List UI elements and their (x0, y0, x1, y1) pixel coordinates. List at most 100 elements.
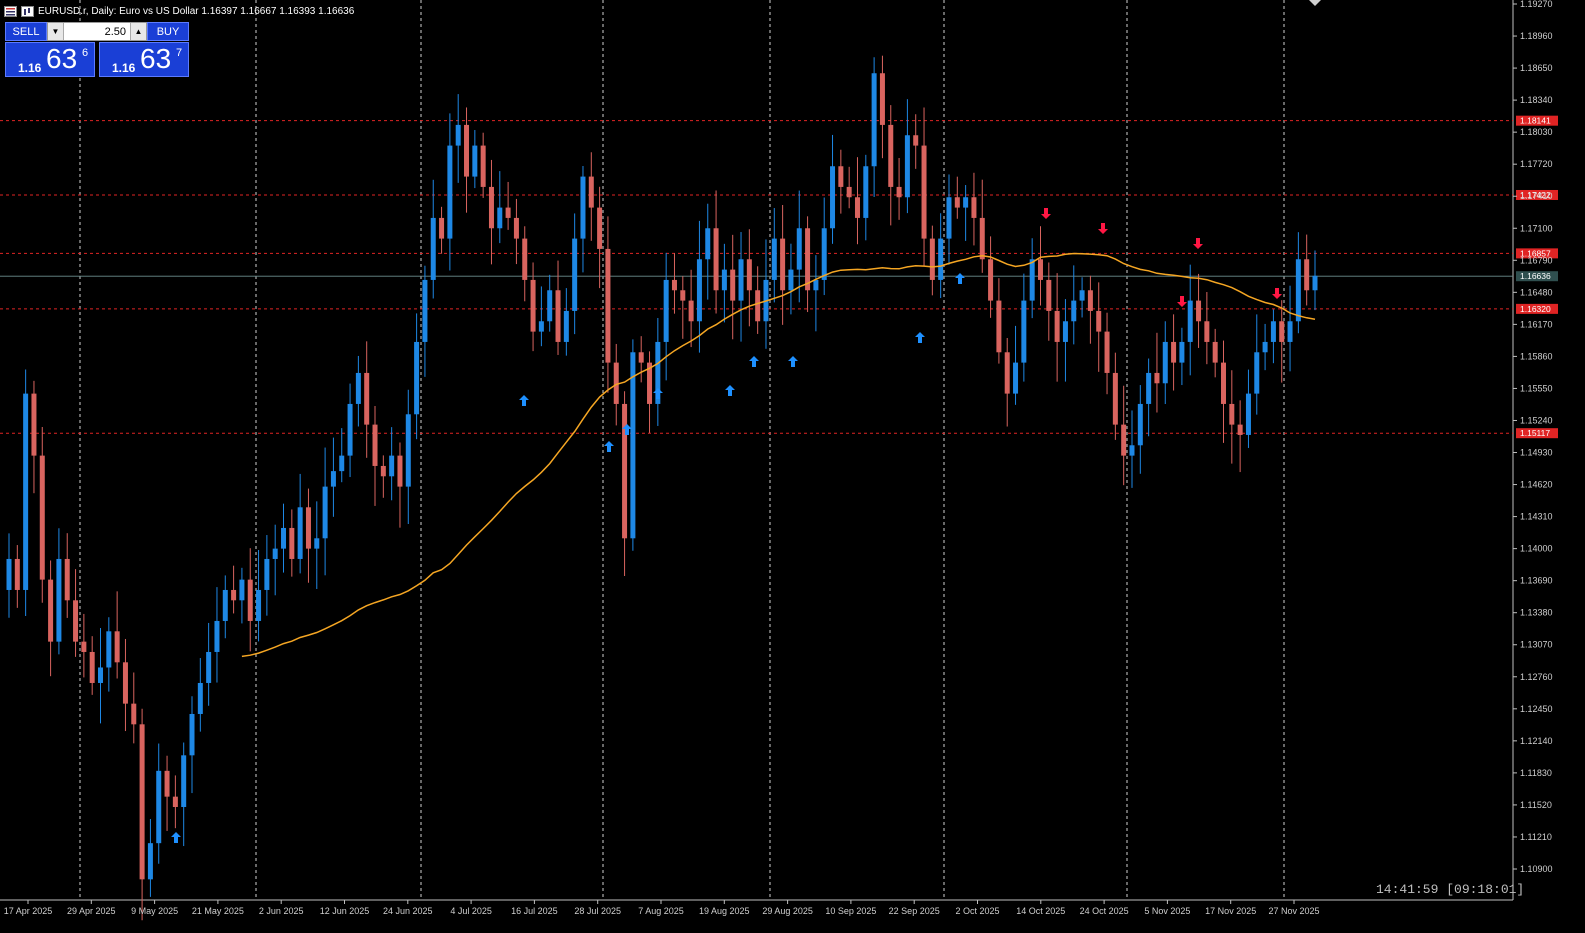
candle-body (530, 279, 536, 332)
candle-body (1262, 341, 1268, 353)
price-tick-label: 1.17720 (1520, 159, 1553, 169)
lot-increase-icon[interactable]: ▲ (130, 23, 146, 40)
vertical-gridlines (79, 0, 1285, 900)
candle-body (281, 527, 287, 549)
price-tick-label: 1.14930 (1520, 448, 1553, 458)
candle-body (305, 507, 311, 549)
candle-body (538, 321, 544, 332)
candle-body (1071, 300, 1077, 322)
buy-button[interactable]: BUY (147, 22, 189, 41)
time-tick-label: 24 Oct 2025 (1080, 906, 1129, 916)
price-tick-label: 1.11830 (1520, 768, 1552, 778)
candle-body (1279, 321, 1285, 342)
candle-body (1137, 403, 1143, 446)
buy-signal-arrow-icon (171, 832, 181, 843)
candle-body (613, 362, 619, 404)
candle-body (272, 548, 278, 559)
candle-body (946, 197, 952, 239)
time-tick-label: 17 Apr 2025 (4, 906, 53, 916)
candle-body (14, 558, 20, 590)
price-tick-label: 1.17410 (1520, 191, 1553, 201)
lot-size-field[interactable]: ▼ 2.50 ▲ (47, 22, 147, 41)
candle-body (231, 589, 237, 601)
candle-body (963, 197, 969, 208)
price-level-label: 1.17422 (1520, 190, 1551, 200)
price-tick-label: 1.18030 (1520, 127, 1553, 137)
sell-signal-arrow-icon (1177, 296, 1187, 307)
candle-body (721, 269, 727, 291)
one-click-trading-panel: SELL ▼ 2.50 ▲ BUY 1.16 63 6 1.16 63 7 (5, 22, 189, 77)
candle-body (1087, 290, 1093, 311)
candle-body (755, 290, 761, 322)
candle-body (638, 352, 644, 363)
candle-body (314, 538, 320, 549)
candle-body (1029, 259, 1035, 301)
price-axis[interactable]: 1.19270 1.18960 1.18650 1.18340 1.18030 1.177… (1513, 0, 1553, 874)
candle-body (746, 259, 752, 291)
candle-body (688, 300, 694, 322)
candle-body (114, 631, 120, 663)
price-tick-label: 1.12140 (1520, 736, 1553, 746)
chart-type-icon[interactable] (21, 5, 34, 17)
sell-signal-arrow-icon (1193, 238, 1203, 249)
candle-body (863, 166, 869, 218)
candle-body (389, 455, 395, 477)
time-axis[interactable]: 17 Apr 2025 29 Apr 2025 9 May 2025 21 May 2… (4, 900, 1320, 916)
candle-body (247, 579, 253, 621)
symbol-title: EURUSD.r, Daily: Euro vs US Dollar 1.163… (38, 5, 355, 17)
time-tick-label: 16 Jul 2025 (511, 906, 558, 916)
chart-title-bar: EURUSD.r, Daily: Euro vs US Dollar 1.163… (4, 3, 354, 19)
shift-marker-icon[interactable] (1309, 0, 1321, 6)
time-tick-label: 12 Jun 2025 (320, 906, 370, 916)
candle-body (380, 465, 386, 477)
candle-body (1129, 445, 1135, 456)
sell-button[interactable]: SELL (5, 22, 47, 41)
candle-body (1162, 341, 1168, 384)
buy-quote[interactable]: 1.16 63 7 (99, 42, 189, 77)
time-tick-label: 5 Nov 2025 (1144, 906, 1190, 916)
candle-body (364, 372, 370, 425)
price-level-tag (1516, 428, 1558, 439)
candle-body (181, 755, 187, 807)
candle-body (1004, 352, 1010, 394)
candle-body (322, 486, 328, 539)
candle-body (630, 352, 636, 539)
price-level-tag (1516, 248, 1558, 259)
candle-body (347, 403, 353, 456)
candle-body (6, 558, 12, 590)
candle-body (1037, 259, 1043, 280)
candle-body (988, 259, 994, 301)
time-tick-label: 22 Sep 2025 (889, 906, 940, 916)
sell-quote-prefix: 1.16 (18, 61, 42, 75)
chart-list-icon[interactable] (4, 5, 17, 17)
candle-body (488, 186, 494, 229)
candle-body (1021, 300, 1027, 363)
buy-signal-arrow-icon (653, 388, 663, 399)
candle-body (805, 228, 811, 291)
buy-signal-arrow-icon (725, 385, 735, 396)
price-tick-label: 1.12450 (1520, 704, 1553, 714)
sell-signal-arrow-icon (1098, 223, 1108, 234)
candle-body (372, 424, 378, 466)
candle-body (297, 507, 303, 559)
horizontal-levels[interactable]: 1.18141 1.17422 1.16857 1.16320 1.15117 1.166… (0, 115, 1558, 439)
time-tick-label: 2 Jun 2025 (259, 906, 304, 916)
candle-body (172, 796, 178, 807)
candle-body (888, 124, 894, 187)
price-tick-label: 1.16170 (1520, 319, 1553, 329)
server-clock: 14:41:59 [09:18:01] (1376, 882, 1525, 897)
candle-body (1121, 424, 1127, 456)
candle-body (663, 279, 669, 342)
current-price-tag (1516, 271, 1558, 282)
time-tick-label: 28 Jul 2025 (574, 906, 621, 916)
candle-body (1204, 321, 1210, 342)
candle-body (214, 620, 220, 652)
candle-body (647, 362, 653, 404)
lot-size-input[interactable]: 2.50 (104, 25, 126, 38)
lot-decrease-icon[interactable]: ▼ (48, 23, 64, 40)
candle-body (330, 471, 336, 487)
sell-quote[interactable]: 1.16 63 6 (5, 42, 95, 77)
candle-body (264, 558, 270, 590)
